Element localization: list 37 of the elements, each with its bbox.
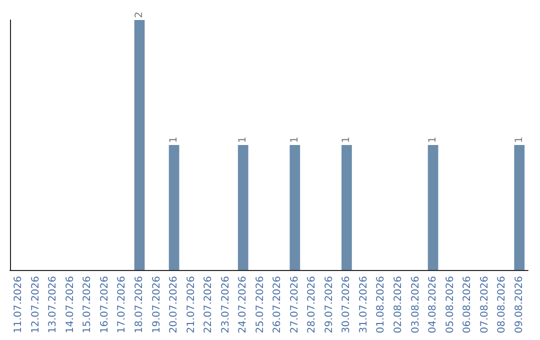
x-tick-label: 15.07.2026 <box>82 276 94 334</box>
x-tick-label: 06.08.2026 <box>462 276 474 334</box>
x-tick-label: 22.07.2026 <box>203 276 214 334</box>
x-tick-label: 11.07.2026 <box>13 276 24 334</box>
x-tick-label: 08.08.2026 <box>496 276 508 334</box>
data-label: 1 <box>238 136 249 143</box>
x-tick-label: 20.07.2026 <box>168 276 180 334</box>
x-tick-label: 07.08.2026 <box>479 276 490 334</box>
x-tick-label: 25.07.2026 <box>254 276 266 334</box>
x-tick-label: 05.08.2026 <box>444 276 456 334</box>
x-tick-label: 30.07.2026 <box>341 276 352 334</box>
x-tick-label: 17.07.2026 <box>116 276 128 334</box>
x-tick-label: 27.07.2026 <box>289 276 300 334</box>
x-tick-label: 31.07.2026 <box>358 276 370 334</box>
data-label: 1 <box>168 136 180 143</box>
x-tick-label: 29.07.2026 <box>324 276 335 334</box>
data-label: 2 <box>134 12 145 18</box>
x-tick-label: 23.07.2026 <box>220 276 232 334</box>
x-tick-label: 24.07.2026 <box>238 276 249 334</box>
x-tick-label: 02.08.2026 <box>393 276 404 334</box>
x-tick-label: 04.08.2026 <box>428 276 439 334</box>
x-tick-label: 01.08.2026 <box>376 276 387 334</box>
x-tick-label: 16.07.2026 <box>99 276 110 334</box>
x-tick-label: 03.08.2026 <box>410 276 422 334</box>
x-tick-label: 18.07.2026 <box>134 276 145 334</box>
x-tick-label: 19.07.2026 <box>151 276 162 334</box>
data-label: 1 <box>341 136 352 143</box>
data-label: 1 <box>289 136 300 143</box>
x-tick-label: 13.07.2026 <box>48 276 59 334</box>
x-tick-label: 21.07.2026 <box>186 276 197 334</box>
x-tick-label: 09.08.2026 <box>514 276 525 334</box>
x-tick-label: 12.07.2026 <box>30 276 42 334</box>
data-label: 1 <box>514 136 525 143</box>
x-tick-label: 26.07.2026 <box>272 276 284 334</box>
x-tick-label: 28.07.2026 <box>306 276 318 334</box>
data-label: 1 <box>428 136 439 143</box>
x-tick-label: 14.07.2026 <box>64 276 76 334</box>
